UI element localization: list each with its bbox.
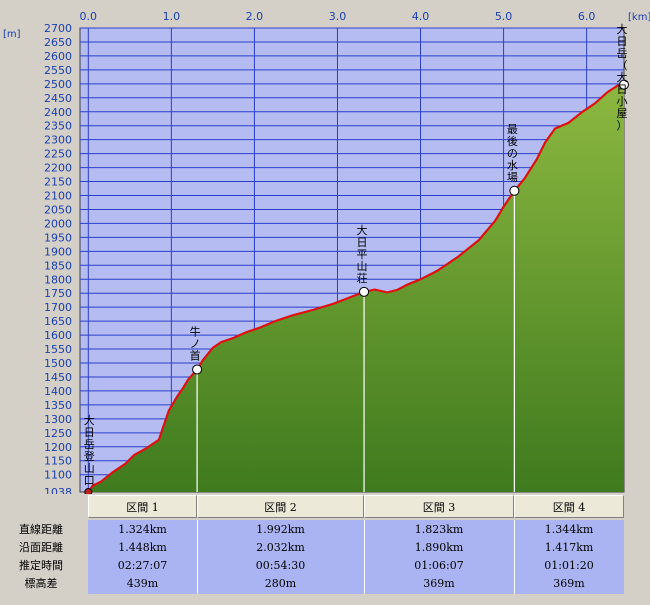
x-tick-label: 0.0 (80, 10, 98, 23)
waypoint-marker (84, 488, 93, 494)
y-unit-label: [m] (3, 29, 21, 40)
segment-value: 439m (88, 575, 197, 593)
y-tick-label: 1550 (44, 343, 72, 356)
x-tick-label: 3.0 (329, 10, 347, 23)
y-tick-label: 2350 (44, 120, 72, 133)
segment-value: 1.417km (514, 539, 624, 557)
waypoint-marker (359, 286, 370, 297)
y-tick-label: 2200 (44, 162, 72, 175)
y-tick-label: 1300 (44, 413, 72, 426)
waypoint-label: 牛ノ首 (190, 324, 201, 362)
row-label-header (0, 494, 82, 518)
segment-header: 区間 4 (514, 495, 624, 518)
y-tick-label: 1150 (44, 455, 72, 468)
x-tick-label: 6.0 (578, 10, 596, 23)
segment-value: 1.992km (197, 521, 364, 539)
x-tick-label: 5.0 (495, 10, 513, 23)
segment-value: 00:54:30 (197, 557, 364, 575)
segment-value: 1.324km (88, 521, 197, 539)
y-tick-label: 2400 (44, 106, 72, 119)
x-unit-label: [km] (628, 12, 650, 23)
y-tick-label: 2100 (44, 190, 72, 203)
elevation-profile-chart: 1038 110011501200125013001350140014501500… (3, 10, 650, 494)
segment-header: 区間 1 (88, 495, 197, 518)
waypoint-marker (192, 364, 203, 375)
y-tick-label: 2650 (44, 36, 72, 49)
y-tick-label: 1350 (44, 399, 72, 412)
segment-value: 01:06:07 (364, 557, 514, 575)
y-tick-label: 1450 (44, 371, 72, 384)
segment-table: 直線距離 沿面距離 推定時間 標高差 区間 1 1.324km 1.448km 02:… (0, 494, 650, 605)
y-tick-label: 1600 (44, 329, 72, 342)
segment-divider (197, 520, 198, 594)
y-tick-label: 2500 (44, 78, 72, 91)
y-tick-label: 1650 (44, 315, 72, 328)
waypoint-label: 最後の水場 (507, 123, 518, 184)
row-label-time: 推定時間 (0, 557, 82, 575)
segment-divider (364, 520, 365, 594)
y-tick-label: 2600 (44, 50, 72, 63)
y-tick-label: 1700 (44, 301, 72, 314)
segment-divider (514, 520, 515, 594)
x-tick-label: 4.0 (412, 10, 430, 23)
waypoint-marker (509, 185, 520, 196)
y-tick-label: 1850 (44, 259, 72, 272)
segment-value: 369m (514, 575, 624, 593)
segment-value: 1.823km (364, 521, 514, 539)
segment-value: 1.890km (364, 539, 514, 557)
segment-value: 1.344km (514, 521, 624, 539)
y-tick-label: 2000 (44, 217, 72, 230)
segment-value: 1.448km (88, 539, 197, 557)
waypoint-label: 大日岳登山口 (84, 413, 95, 487)
row-label-straight: 直線距離 (0, 521, 82, 539)
waypoint-marker (619, 79, 629, 90)
y-tick-label: 1200 (44, 441, 72, 454)
row-label-surface: 沿面距離 (0, 539, 82, 557)
y-tick-label: 2150 (44, 176, 72, 189)
y-tick-label: 1900 (44, 245, 72, 258)
segment-value: 280m (197, 575, 364, 593)
y-tick-label: 1950 (44, 231, 72, 244)
y-tick-label: 1400 (44, 385, 72, 398)
y-tick-label: 1038 (44, 486, 72, 494)
y-tick-label: 1250 (44, 427, 72, 440)
y-tick-label: 2050 (44, 203, 72, 216)
segment-value: 01:01:20 (514, 557, 624, 575)
y-tick-label: 2450 (44, 92, 72, 105)
segment-value: 369m (364, 575, 514, 593)
y-tick-label: 1500 (44, 357, 72, 370)
y-tick-label: 1100 (44, 469, 72, 482)
y-tick-label: 2250 (44, 148, 72, 161)
segment-value: 2.032km (197, 539, 364, 557)
x-tick-label: 1.0 (163, 10, 181, 23)
waypoint-label: 大日平山荘 (357, 223, 368, 285)
segment-value: 02:27:07 (88, 557, 197, 575)
row-label-elevation: 標高差 (0, 575, 82, 593)
segment-header: 区間 2 (197, 495, 364, 518)
y-tick-label: 2700 (44, 22, 72, 35)
y-tick-label: 2550 (44, 64, 72, 77)
y-tick-label: 1800 (44, 273, 72, 286)
segment-header: 区間 3 (364, 495, 514, 518)
elevation-area (88, 84, 625, 492)
x-tick-label: 2.0 (246, 10, 264, 23)
y-tick-label: 2300 (44, 134, 72, 147)
elevation-line (87, 83, 625, 493)
y-tick-label: 1750 (44, 287, 72, 300)
waypoint-label: 大日岳（大日小屋） (617, 22, 628, 132)
